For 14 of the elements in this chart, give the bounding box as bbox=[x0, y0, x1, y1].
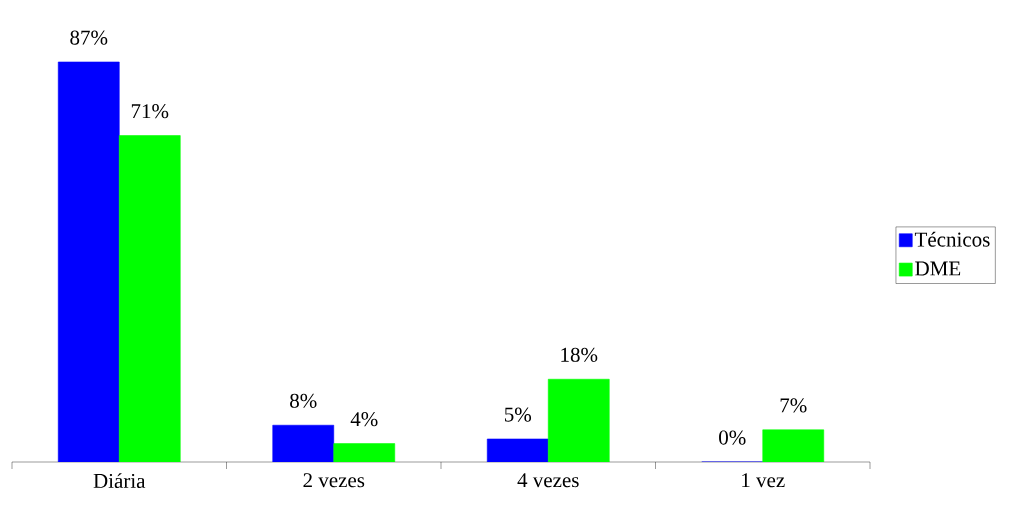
data-label: 87% bbox=[70, 30, 108, 45]
legend-label: DME bbox=[915, 261, 961, 276]
x-tick-label: 1 vez bbox=[742, 473, 785, 488]
x-tick-label: 4 vezes bbox=[517, 473, 579, 488]
data-label: 18% bbox=[561, 347, 598, 362]
data-label: 4% bbox=[350, 412, 378, 427]
legend-label: Técnicos bbox=[914, 231, 990, 247]
data-label: 0% bbox=[719, 430, 746, 445]
data-label: 7% bbox=[780, 398, 807, 413]
data-label: 71% bbox=[131, 104, 169, 119]
x-tick-label: 2 vezes bbox=[303, 473, 365, 488]
data-label: 5% bbox=[504, 407, 532, 422]
x-tick-label: Diária bbox=[93, 473, 146, 488]
data-label: 8% bbox=[290, 393, 317, 408]
